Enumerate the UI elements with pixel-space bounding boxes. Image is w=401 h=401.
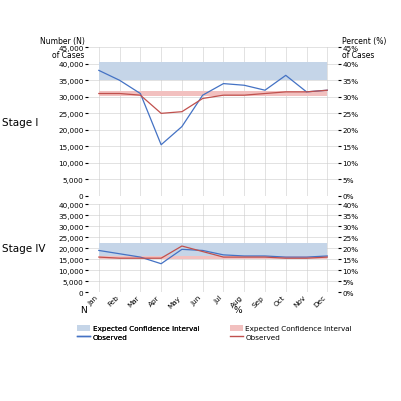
Legend: Expected Confidence Interval, Observed: Expected Confidence Interval, Observed xyxy=(226,322,354,343)
Legend: Expected Confidence Interval, Observed: Expected Confidence Interval, Observed xyxy=(74,322,202,343)
Text: Number (N): Number (N) xyxy=(39,37,84,46)
Text: of Cases: of Cases xyxy=(341,51,373,60)
Text: Stage IV: Stage IV xyxy=(2,244,45,253)
Text: Stage I: Stage I xyxy=(2,117,38,127)
Text: of Cases: of Cases xyxy=(52,51,84,60)
Text: Percent (%): Percent (%) xyxy=(341,37,385,46)
Text: N: N xyxy=(80,305,87,314)
Text: %: % xyxy=(233,305,241,314)
